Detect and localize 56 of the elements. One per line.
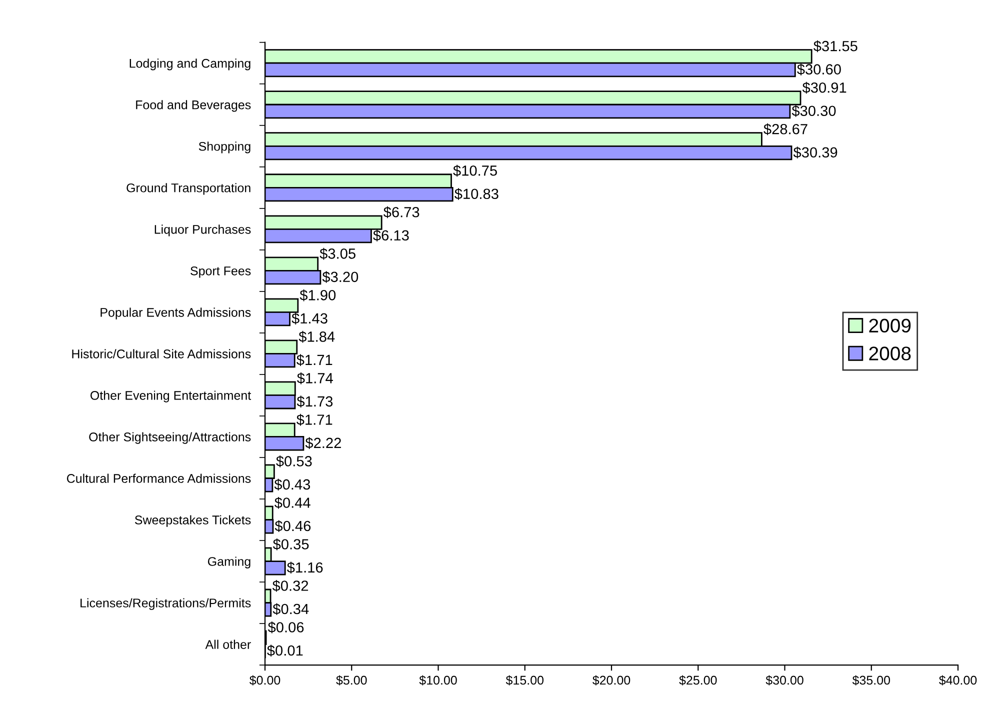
y-tick-label: Popular Events Admissions [100, 308, 251, 320]
y-tick-label: Shopping [198, 142, 250, 154]
x-tick-label: $0.00 [249, 675, 280, 686]
data-label: $31.55 [813, 40, 858, 52]
data-label: $30.30 [792, 105, 836, 117]
data-label: $0.46 [274, 520, 311, 532]
data-label: $1.71 [296, 414, 332, 426]
data-label: $1.71 [296, 354, 332, 366]
data-label: $6.73 [383, 206, 420, 218]
data-label: $2.22 [305, 437, 341, 449]
data-label: $0.32 [272, 580, 308, 592]
y-tick-label: Other Sightseeing/Attractions [89, 432, 251, 444]
y-tick-label: All other [205, 640, 251, 649]
data-label: $30.39 [793, 146, 838, 158]
y-tick-label: Historic/Cultural Site Admissions [72, 349, 251, 358]
data-label: $30.91 [802, 82, 846, 94]
y-tick-label: Ground Transportation [126, 183, 250, 195]
data-label: $0.53 [276, 455, 312, 468]
x-tick-label: $5.00 [336, 675, 367, 686]
data-label: $1.43 [292, 312, 328, 324]
legend-label: 2008 [869, 346, 911, 360]
y-tick-label: Liquor Purchases [154, 224, 251, 236]
y-tick-label: Licenses/Registrations/Permits [80, 598, 251, 610]
legend-label: 2009 [869, 318, 911, 333]
data-label: $0.43 [274, 478, 310, 490]
x-tick-label: $20.00 [592, 675, 630, 686]
data-label: $1.90 [300, 289, 336, 302]
data-label: $10.83 [454, 188, 498, 200]
x-tick-label: $30.00 [766, 675, 804, 686]
data-label: $1.74 [297, 372, 333, 384]
data-label: $30.60 [797, 64, 841, 76]
data-label: $0.06 [268, 621, 304, 634]
data-label: $1.16 [286, 562, 323, 574]
data-label: $0.44 [274, 496, 310, 509]
y-tick-label: Other Evening Entertainment [90, 390, 252, 402]
data-label: $1.73 [296, 396, 333, 408]
data-label: $6.13 [373, 230, 409, 242]
data-label: $0.01 [267, 644, 303, 657]
y-tick-label: Lodging and Camping [130, 58, 250, 70]
data-label: $0.34 [272, 603, 309, 616]
data-label: $10.75 [453, 164, 497, 177]
x-tick-label: $25.00 [679, 675, 717, 686]
y-tick-label: Food and Beverages [136, 100, 251, 112]
y-tick-label: Sweepstakes Tickets [134, 515, 251, 527]
x-tick-label: $35.00 [852, 675, 890, 686]
data-label: $0.35 [272, 538, 309, 550]
data-label: $28.67 [764, 123, 808, 136]
y-tick-label: Cultural Performance Admissions [66, 474, 251, 483]
x-tick-label: $15.00 [506, 675, 544, 686]
data-label: $3.20 [322, 271, 358, 283]
y-tick-label: Gaming [208, 556, 250, 568]
data-label: $1.84 [298, 330, 335, 343]
x-tick-label: $40.00 [939, 675, 977, 686]
x-tick-label: $10.00 [419, 675, 457, 686]
y-tick-label: Sport Fees [190, 266, 251, 278]
data-label: $3.05 [320, 248, 356, 260]
